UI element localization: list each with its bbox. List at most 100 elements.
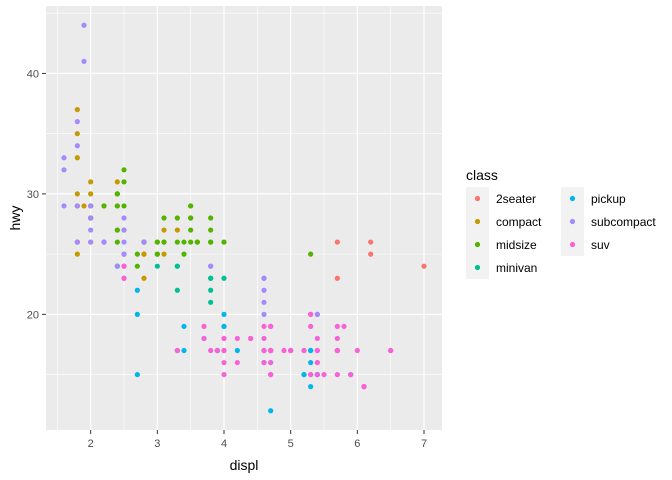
point-midsize [121, 179, 127, 185]
point-subcompact [208, 263, 214, 269]
legend-swatch-midsize [474, 241, 481, 248]
point-midsize [208, 239, 214, 245]
point-midsize [114, 227, 120, 233]
point-2seater [334, 239, 340, 245]
point-suv [388, 347, 394, 354]
point-midsize [188, 203, 194, 209]
point-suv [341, 323, 347, 330]
point-midsize [174, 239, 180, 245]
legend-label-minivan: minivan [496, 261, 537, 275]
plot-panel [46, 6, 442, 430]
legend-label-suv: suv [591, 238, 610, 252]
point-2seater [334, 275, 340, 281]
point-suv [214, 347, 220, 354]
point-suv [361, 384, 367, 390]
point-suv [221, 359, 227, 366]
point-minivan [208, 275, 214, 281]
point-midsize [208, 215, 214, 221]
point-subcompact [81, 58, 87, 65]
point-compact [88, 191, 94, 197]
x-axis: 2 3 4 5 6 7 [88, 430, 427, 450]
y-tick-label: 30 [27, 189, 39, 201]
legend: class 2seater compact midsize minivan pickup… [466, 167, 656, 279]
point-subcompact [61, 167, 67, 173]
point-subcompact [261, 299, 267, 305]
point-midsize [114, 203, 120, 209]
point-suv [334, 335, 340, 342]
point-suv [348, 371, 354, 378]
point-subcompact [121, 239, 127, 245]
point-pickup [268, 408, 274, 414]
x-tick-label: 2 [88, 438, 94, 450]
legend-swatch-subcompact [569, 218, 576, 225]
x-axis-title: displ [230, 457, 259, 473]
point-subcompact [74, 143, 80, 149]
point-subcompact [261, 275, 267, 281]
point-subcompact [261, 287, 267, 293]
point-suv [308, 311, 314, 317]
point-suv [314, 359, 320, 366]
x-tick-label: 4 [221, 438, 227, 450]
point-suv [288, 347, 294, 354]
y-axis-title: hwy [7, 206, 23, 231]
point-2seater [368, 239, 374, 245]
point-suv [308, 323, 314, 330]
point-pickup [134, 311, 140, 317]
point-suv [121, 263, 127, 269]
point-minivan [208, 299, 214, 305]
point-midsize [154, 239, 160, 245]
point-suv [248, 335, 254, 342]
point-minivan [221, 275, 227, 281]
point-midsize [161, 239, 167, 245]
point-pickup [234, 347, 240, 354]
point-midsize [134, 251, 140, 257]
point-suv [334, 371, 340, 378]
point-midsize [208, 227, 214, 233]
point-pickup [181, 347, 187, 354]
legend-label-2seater: 2seater [496, 192, 536, 206]
point-subcompact [121, 251, 127, 257]
point-suv [281, 347, 287, 354]
point-compact [114, 179, 120, 185]
point-midsize [121, 167, 127, 173]
point-suv [201, 335, 207, 342]
point-2seater [421, 263, 427, 269]
point-midsize [308, 251, 314, 257]
point-compact [81, 203, 87, 209]
minor-gridlines [46, 6, 442, 430]
point-suv [261, 347, 267, 354]
point-midsize [194, 239, 200, 245]
point-pickup [301, 371, 307, 378]
y-tick-label: 40 [27, 68, 39, 80]
point-subcompact [88, 227, 94, 233]
point-subcompact [141, 239, 147, 245]
point-subcompact [101, 239, 107, 245]
point-subcompact [74, 119, 80, 125]
legend-swatch-compact [474, 218, 481, 225]
point-compact [74, 155, 80, 161]
x-tick-label: 7 [421, 438, 427, 450]
point-pickup [181, 323, 187, 330]
point-subcompact [121, 227, 127, 233]
point-compact [141, 251, 147, 257]
point-suv [261, 335, 267, 342]
y-axis: 20 30 40 [27, 68, 46, 321]
point-suv [334, 347, 340, 354]
point-subcompact [261, 311, 267, 317]
point-suv [314, 347, 320, 354]
legend-swatch-2seater [474, 195, 481, 202]
point-pickup [134, 287, 140, 293]
point-midsize [188, 215, 194, 221]
point-suv [334, 323, 340, 330]
point-subcompact [74, 239, 80, 245]
point-pickup [221, 311, 227, 317]
point-midsize [134, 263, 140, 269]
legend-label-midsize: midsize [496, 238, 537, 252]
legend-label-compact: compact [496, 215, 542, 229]
point-compact [161, 251, 167, 257]
point-subcompact [74, 203, 80, 209]
point-subcompact [114, 263, 120, 269]
point-suv [261, 323, 267, 330]
point-subcompact [81, 22, 87, 28]
